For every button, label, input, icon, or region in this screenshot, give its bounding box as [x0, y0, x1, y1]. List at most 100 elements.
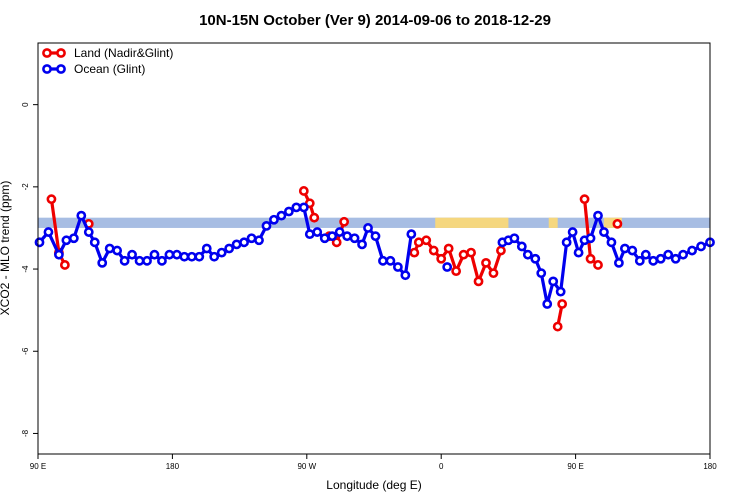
- data-point: [149, 249, 160, 260]
- data-point: [442, 262, 453, 272]
- data-point: [164, 249, 175, 260]
- data-point: [276, 210, 287, 221]
- data-point: [342, 231, 353, 242]
- data-point: [678, 249, 689, 260]
- data-point: [89, 237, 100, 248]
- data-point: [614, 257, 624, 268]
- data-point: [312, 227, 323, 237]
- data-point: [648, 255, 659, 266]
- data-point: [112, 245, 123, 256]
- data-point: [201, 243, 212, 254]
- data-point: [555, 286, 566, 297]
- data-point: [606, 237, 617, 248]
- data-point: [68, 233, 79, 244]
- data-point: [400, 270, 411, 281]
- data-point: [349, 233, 360, 244]
- data-point: [687, 245, 697, 256]
- data-point: [413, 237, 424, 248]
- data-point: [619, 243, 630, 254]
- y-tick-label: -2: [21, 183, 30, 191]
- data-point: [481, 257, 491, 268]
- data-point: [530, 253, 541, 264]
- data-point: [599, 227, 609, 237]
- data-point: [458, 249, 469, 260]
- data-point: [216, 247, 227, 258]
- data-point: [224, 243, 235, 254]
- data-point: [61, 235, 72, 246]
- data-point: [194, 251, 205, 262]
- legend-marker: [56, 48, 66, 58]
- legend-marker: [42, 64, 52, 74]
- legend: Land (Nadir&Glint) Ocean (Glint): [42, 46, 173, 76]
- data-point: [443, 243, 454, 254]
- data-point: [573, 247, 584, 258]
- data-point: [104, 243, 115, 254]
- legend-marker: [56, 64, 66, 74]
- y-tick-label: 0: [21, 102, 30, 107]
- data-point: [634, 255, 645, 266]
- data-point: [186, 251, 197, 262]
- data-point: [561, 237, 572, 248]
- data-point: [291, 202, 302, 213]
- data-point: [496, 245, 506, 256]
- x-tick-label: 90 E: [30, 462, 46, 471]
- y-axis: 0 -2 -4 -6 -8: [21, 102, 38, 437]
- data-point: [127, 249, 137, 260]
- data-point: [309, 212, 320, 223]
- data-point: [46, 194, 57, 205]
- data-point: [304, 229, 315, 240]
- data-point: [579, 194, 590, 205]
- data-point: [421, 235, 432, 246]
- data-point: [509, 233, 520, 244]
- data-point: [663, 249, 674, 260]
- data-point: [327, 231, 338, 242]
- data-point: [239, 237, 249, 248]
- data-point: [627, 245, 638, 256]
- x-axis-title: Longitude (deg E): [326, 478, 421, 492]
- x-axis: 90 E 180 90 W 0 90 E 180: [30, 454, 717, 471]
- data-point: [209, 251, 220, 262]
- data-point: [119, 255, 130, 266]
- data-point: [522, 249, 533, 260]
- data-point: [406, 229, 417, 240]
- data-point: [339, 216, 350, 227]
- y-axis-title: XCO2 - MLO trend (ppm): [0, 181, 12, 316]
- data-point: [76, 210, 87, 221]
- data-point: [134, 255, 145, 266]
- data-point: [59, 260, 70, 270]
- data-point: [593, 260, 603, 270]
- data-point: [473, 276, 484, 287]
- legend-marker: [42, 48, 52, 58]
- data-point: [385, 255, 396, 266]
- data-point: [378, 255, 388, 266]
- data-point: [142, 255, 152, 266]
- x-tick-label: 90 W: [297, 462, 316, 471]
- x-tick-label: 180: [166, 462, 180, 471]
- data-point: [283, 206, 294, 217]
- x-tick-label: 90 E: [567, 462, 583, 471]
- data-point: [363, 223, 373, 233]
- data-point: [34, 237, 45, 248]
- data-point: [536, 268, 547, 279]
- reference-band: [38, 217, 710, 228]
- data-point: [357, 239, 367, 250]
- data-point: [83, 227, 94, 237]
- data-point: [542, 299, 553, 309]
- data-point: [261, 220, 272, 231]
- legend-label: Ocean (Glint): [74, 62, 145, 76]
- data-point: [655, 253, 666, 264]
- data-point: [585, 233, 596, 244]
- data-point: [298, 186, 309, 196]
- data-point: [593, 210, 603, 221]
- data-point: [585, 253, 596, 264]
- y-tick-label: -4: [21, 265, 30, 273]
- x-tick-label: 0: [439, 462, 444, 471]
- legend-label: Land (Nadir&Glint): [74, 46, 173, 60]
- data-series: [34, 186, 715, 332]
- data-point: [331, 237, 342, 248]
- series-ocean: [34, 202, 715, 309]
- data-point: [436, 253, 447, 264]
- data-point: [409, 247, 420, 258]
- plot-frame: [37, 42, 711, 455]
